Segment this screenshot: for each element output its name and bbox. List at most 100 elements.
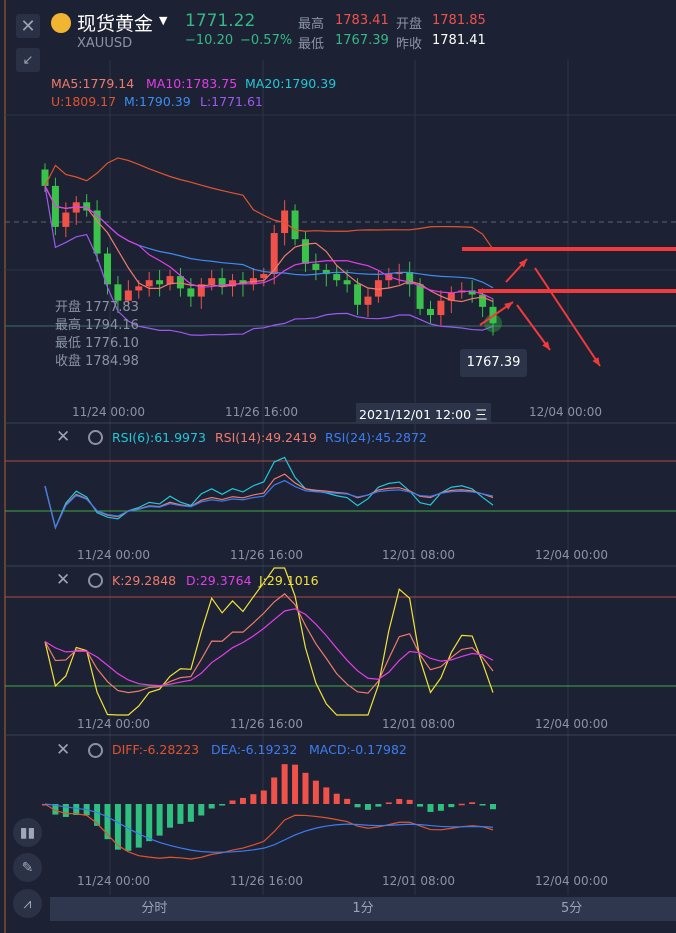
close-button[interactable]: ✕ — [16, 14, 40, 38]
close-rsi-icon[interactable]: ✕ — [56, 427, 71, 447]
settings-macd-icon[interactable] — [88, 743, 103, 762]
time-label: 12/04 00:00 — [529, 405, 602, 419]
dea-line — [44, 803, 494, 853]
macd-histogram-bar — [187, 804, 194, 822]
price-change-pct: −0.57% — [240, 33, 293, 48]
macd-histogram-bar — [73, 804, 80, 816]
indicator-tool-button[interactable]: ⩘ — [13, 889, 42, 918]
draw-tool-button[interactable]: ✎ — [13, 853, 42, 882]
ma20-legend: MA20:1790.39 — [245, 76, 337, 91]
candle-body — [426, 308, 434, 316]
shrink-icon: ↙ — [22, 52, 34, 68]
tab-timeshare[interactable]: 分时 — [141, 901, 168, 916]
close-macd-icon[interactable]: ✕ — [56, 740, 71, 760]
macd-histogram-bar — [229, 800, 236, 804]
macd-histogram-bar — [364, 804, 371, 810]
boll-mid-line — [44, 185, 494, 289]
macd-histogram-bar — [260, 790, 267, 804]
candle-body — [124, 290, 132, 301]
boll-lower-line — [44, 185, 494, 336]
candle-body — [135, 286, 143, 291]
macd-histogram-bar — [239, 797, 246, 804]
candle-body — [145, 280, 153, 287]
prev-close-label: 昨收 — [396, 37, 423, 52]
candle-body — [343, 280, 351, 285]
drawn-arrowhead — [542, 341, 550, 350]
high-label: 最高 — [298, 17, 325, 32]
boll-m-legend: M:1790.39 — [124, 94, 191, 109]
last-price: 1771.22 — [185, 11, 256, 31]
time-label: 12/04 00:00 — [535, 874, 608, 888]
rsi14-legend: RSI(14):49.2419 — [215, 430, 317, 445]
rsi6-legend: RSI(6):61.9973 — [112, 430, 206, 445]
dea-legend: DEA:-6.19232 — [211, 742, 298, 757]
tab-1min[interactable]: 1分 — [352, 901, 374, 916]
ma5-line — [44, 185, 494, 303]
ma5-legend: MA5:1779.14 — [51, 76, 135, 91]
ohlc-low: 最低 1776.10 — [55, 336, 139, 351]
macd-histogram-bar — [312, 780, 319, 804]
candlestick-icon: ▮▮ — [19, 824, 36, 841]
time-label: 11/26 16:00 — [230, 548, 303, 562]
tab-5min[interactable]: 5分 — [561, 901, 583, 916]
macd-histogram-bar — [208, 804, 215, 809]
dropdown-caret-icon[interactable]: ▼ — [159, 14, 168, 27]
ohlc-open: 开盘 1777.83 — [55, 300, 139, 315]
macd-histogram-bar — [344, 798, 351, 804]
candle-body — [187, 288, 195, 297]
boll-l-legend: L:1771.61 — [200, 94, 263, 109]
macd-histogram-bar — [135, 804, 142, 848]
macd-histogram-bar — [52, 804, 59, 815]
candle-body — [281, 210, 289, 234]
time-label: 11/26 16:00 — [230, 874, 303, 888]
ohlc-close: 收盘 1784.98 — [55, 354, 139, 369]
candle-body — [93, 210, 101, 254]
macd-histogram-bar — [406, 799, 413, 804]
macd-histogram-bar — [323, 787, 330, 804]
close-kdj-icon[interactable]: ✕ — [56, 570, 71, 590]
macd-histogram-bar — [292, 764, 299, 804]
crosshair-time-label: 2021/12/01 12:00 三 — [356, 403, 491, 424]
k-line — [44, 593, 494, 694]
symbol-title[interactable]: 现货黄金 — [77, 13, 154, 35]
candle-body — [83, 202, 91, 211]
drawn-arrowhead — [518, 259, 527, 268]
candle-body — [229, 280, 237, 287]
settings-rsi-icon[interactable] — [88, 430, 103, 449]
candle-body — [395, 272, 403, 275]
candle-body — [176, 276, 184, 289]
time-label: 12/04 00:00 — [535, 717, 608, 731]
collapse-button[interactable]: ↙ — [16, 48, 40, 72]
macd-histogram-bar — [94, 804, 101, 826]
close-icon: ✕ — [20, 15, 36, 37]
macd-histogram-bar — [146, 804, 153, 842]
macd-histogram-bar — [417, 804, 424, 807]
j-legend: J:29.1016 — [259, 573, 319, 588]
candlestick-tool-button[interactable]: ▮▮ — [13, 818, 42, 847]
diff-legend: DIFF:-6.28223 — [112, 742, 200, 757]
macd-histogram-bar — [375, 804, 382, 807]
candle-body — [208, 278, 216, 285]
candle-body — [312, 263, 320, 270]
ma10-legend: MA10:1783.75 — [146, 76, 238, 91]
low-label: 最低 — [298, 37, 325, 52]
time-label: 11/24 00:00 — [72, 405, 145, 419]
price-change: −10.20 — [185, 33, 234, 48]
time-label: 11/24 00:00 — [77, 548, 150, 562]
candle-body — [218, 278, 226, 287]
macd-histogram-bar — [104, 804, 111, 840]
settings-kdj-icon[interactable] — [88, 573, 103, 592]
ma10-line — [44, 185, 494, 300]
macd-histogram-bar — [490, 804, 496, 810]
period-tabs: 分时 1分 5分 — [50, 897, 676, 921]
candle-body — [104, 253, 112, 285]
candle-body — [62, 212, 70, 227]
macd-histogram-bar — [448, 804, 455, 808]
candle-body — [322, 269, 330, 275]
candle-body — [437, 300, 445, 316]
candle-body — [479, 294, 487, 307]
macd-histogram-bar — [458, 803, 465, 806]
time-label: 12/04 00:00 — [535, 548, 608, 562]
j-line — [44, 567, 494, 716]
